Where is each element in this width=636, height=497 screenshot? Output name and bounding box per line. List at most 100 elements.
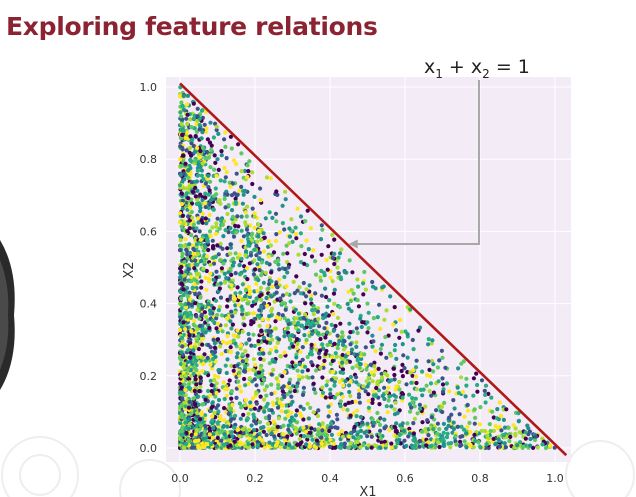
data-point bbox=[213, 231, 219, 236]
data-point bbox=[240, 282, 245, 287]
data-point bbox=[288, 402, 293, 407]
data-point bbox=[232, 439, 237, 444]
data-point bbox=[228, 294, 233, 299]
data-point bbox=[405, 355, 410, 360]
data-point bbox=[478, 445, 483, 450]
data-point bbox=[219, 351, 224, 357]
data-point bbox=[255, 239, 260, 244]
data-point bbox=[202, 122, 207, 127]
data-point bbox=[348, 379, 353, 384]
data-point bbox=[286, 427, 291, 432]
data-point bbox=[501, 417, 506, 422]
data-point bbox=[311, 410, 316, 415]
data-point bbox=[260, 372, 265, 377]
data-point bbox=[182, 259, 187, 265]
data-point bbox=[287, 226, 292, 231]
data-point bbox=[239, 228, 244, 233]
data-point bbox=[352, 428, 357, 433]
data-point bbox=[273, 326, 278, 331]
data-point bbox=[331, 291, 337, 296]
data-point bbox=[195, 308, 200, 313]
slide-title: Exploring feature relations bbox=[6, 12, 378, 41]
data-point bbox=[399, 368, 404, 374]
data-point bbox=[382, 396, 387, 402]
data-point bbox=[384, 443, 389, 448]
data-point bbox=[296, 373, 301, 379]
data-point bbox=[257, 256, 262, 261]
data-point bbox=[247, 376, 252, 381]
data-point bbox=[282, 394, 287, 400]
data-point bbox=[488, 428, 493, 434]
data-point bbox=[281, 423, 286, 428]
data-point bbox=[288, 377, 293, 382]
data-point bbox=[252, 247, 257, 252]
data-point bbox=[502, 441, 507, 446]
data-point bbox=[327, 298, 332, 303]
data-point bbox=[224, 156, 229, 161]
data-point bbox=[206, 205, 211, 211]
data-point bbox=[459, 424, 464, 429]
data-point bbox=[280, 385, 285, 391]
gear-watermark-icon bbox=[1, 436, 635, 497]
data-point bbox=[513, 426, 518, 431]
data-point bbox=[465, 402, 470, 408]
data-point bbox=[277, 277, 282, 282]
data-point bbox=[214, 269, 219, 274]
data-point bbox=[245, 266, 250, 271]
data-point bbox=[202, 444, 207, 450]
data-point bbox=[180, 438, 185, 443]
data-point bbox=[178, 136, 184, 141]
data-point bbox=[273, 319, 278, 324]
data-point bbox=[203, 245, 208, 250]
data-point bbox=[228, 443, 233, 448]
data-point bbox=[335, 346, 340, 351]
data-point bbox=[236, 142, 241, 147]
data-point bbox=[312, 427, 317, 432]
data-point bbox=[523, 430, 528, 435]
data-point bbox=[222, 280, 228, 285]
data-point bbox=[400, 391, 405, 396]
x-tick-label: 1.0 bbox=[546, 472, 564, 485]
data-point bbox=[366, 443, 371, 448]
data-point bbox=[188, 359, 193, 364]
data-point bbox=[229, 272, 234, 277]
data-point bbox=[471, 393, 476, 398]
data-point bbox=[325, 304, 330, 309]
data-point bbox=[348, 440, 353, 446]
data-point bbox=[375, 315, 380, 320]
data-point bbox=[260, 438, 265, 443]
data-point bbox=[183, 310, 188, 315]
data-point bbox=[283, 307, 288, 312]
data-point bbox=[383, 334, 388, 340]
data-point bbox=[300, 369, 305, 374]
data-point bbox=[216, 252, 221, 257]
data-point bbox=[197, 323, 203, 328]
data-point bbox=[209, 405, 214, 410]
data-point bbox=[358, 415, 364, 420]
formula-x2: x bbox=[471, 56, 482, 78]
data-point bbox=[183, 237, 188, 242]
data-point bbox=[270, 337, 275, 342]
data-point bbox=[314, 347, 319, 352]
data-point bbox=[289, 410, 294, 415]
data-point bbox=[461, 359, 466, 364]
data-point bbox=[209, 147, 214, 152]
data-point bbox=[186, 267, 191, 272]
data-point bbox=[420, 369, 425, 374]
y-tick-label: 0.0 bbox=[140, 442, 158, 455]
data-point bbox=[280, 389, 285, 394]
data-point bbox=[191, 251, 196, 256]
data-point bbox=[473, 438, 478, 444]
data-point bbox=[199, 312, 204, 317]
data-point bbox=[195, 280, 200, 285]
data-point bbox=[321, 346, 326, 351]
data-point bbox=[311, 323, 316, 328]
data-point bbox=[507, 438, 512, 444]
data-point bbox=[464, 376, 469, 381]
data-point bbox=[180, 198, 185, 203]
data-point bbox=[358, 428, 364, 433]
data-point bbox=[267, 351, 272, 356]
data-point bbox=[366, 310, 371, 315]
data-point bbox=[240, 427, 245, 432]
data-point bbox=[306, 416, 311, 421]
